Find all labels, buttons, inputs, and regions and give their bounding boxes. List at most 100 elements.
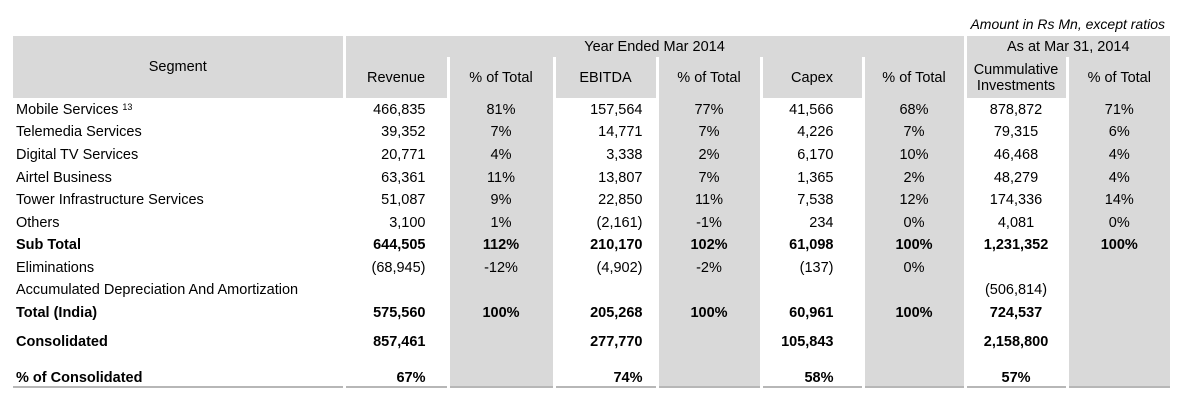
cell-revenue: 575,560 (342, 301, 448, 325)
cell-ebitda-pct (655, 358, 761, 388)
cell-segment: Accumulated Depreciation And Amortizatio… (13, 279, 344, 301)
cell-investments-pct: 0% (1065, 211, 1171, 234)
segment-label: Sub Total (16, 237, 81, 253)
cell-ebitda: (4,902) (552, 256, 657, 279)
cell-revenue-pct: 7% (446, 121, 554, 143)
header-investments: Cummulative Investments (963, 57, 1068, 98)
header-ebitda-pct: % of Total (655, 57, 761, 98)
cell-ebitda-pct: 77% (655, 98, 761, 121)
cell-investments-pct: 14% (1065, 189, 1171, 211)
cell-investments-pct (1065, 256, 1171, 279)
cell-capex: (137) (759, 256, 863, 279)
header-revenue-pct: % of Total (446, 57, 554, 98)
cell-segment: Digital TV Services (13, 143, 344, 166)
cell-investments-pct (1065, 325, 1171, 358)
cell-investments-pct: 6% (1065, 121, 1171, 143)
table-row: Eliminations (68,945) -12% (4,902) -2% (137) 0… (13, 256, 1171, 279)
cell-capex-pct: 2% (861, 166, 966, 189)
cell-investments-pct (1065, 358, 1171, 388)
cell-segment: Telemedia Services (13, 121, 344, 143)
footnote-marker: 13 (122, 101, 133, 112)
segment-label: Total (India) (16, 305, 98, 321)
header-year-ended: Year Ended Mar 2014 (342, 36, 966, 57)
cell-capex: 6,170 (759, 143, 863, 166)
cell-revenue: 3,100 (342, 211, 448, 234)
cell-capex-pct: 7% (861, 121, 966, 143)
table-row: Sub Total 644,505 112% 210,170 102% 61,098 100… (13, 234, 1171, 256)
header-segment: Segment (13, 36, 344, 98)
cell-investments-pct: 100% (1065, 234, 1171, 256)
cell-revenue-pct (446, 279, 554, 301)
table-row: Digital TV Services 20,771 4% 3,338 2% 6,170 1… (13, 143, 1171, 166)
cell-capex: 58% (759, 358, 863, 388)
segment-label: Digital TV Services (16, 146, 139, 163)
cell-segment: Sub Total (13, 234, 344, 256)
segment-label: Consolidated (16, 333, 108, 350)
cell-investments: 79,315 (963, 121, 1068, 143)
cell-capex: 61,098 (759, 234, 863, 256)
cell-ebitda: 157,564 (552, 98, 657, 121)
cell-revenue: 644,505 (342, 234, 448, 256)
cell-ebitda-pct: 7% (655, 121, 761, 143)
table-row: Accumulated Depreciation And Amortizatio… (13, 279, 1171, 301)
cell-ebitda: (2,161) (552, 211, 657, 234)
cell-investments: 878,872 (963, 98, 1068, 121)
cell-ebitda-pct: 102% (655, 234, 761, 256)
cell-capex-pct: 10% (861, 143, 966, 166)
cell-ebitda: 74% (552, 358, 657, 388)
cell-investments-pct: 4% (1065, 143, 1171, 166)
cell-capex (759, 279, 863, 301)
cell-segment: Consolidated (13, 325, 344, 358)
cell-revenue: 39,352 (342, 121, 448, 143)
cell-revenue: 20,771 (342, 143, 448, 166)
cell-revenue: 466,835 (342, 98, 448, 121)
table-row: Tower Infrastructure Services 51,087 9% 22,… (13, 189, 1171, 211)
cell-ebitda-pct (655, 325, 761, 358)
cell-investments: 724,537 (963, 301, 1068, 325)
cell-ebitda-pct (655, 279, 761, 301)
cell-ebitda-pct: 11% (655, 189, 761, 211)
cell-ebitda: 210,170 (552, 234, 657, 256)
cell-revenue: 857,461 (342, 325, 448, 358)
cell-investments: 48,279 (963, 166, 1068, 189)
cell-ebitda: 22,850 (552, 189, 657, 211)
cell-capex: 60,961 (759, 301, 863, 325)
segment-label: Telemedia Services (16, 124, 142, 140)
cell-revenue-pct: 112% (446, 234, 554, 256)
cell-revenue: 67% (342, 358, 448, 388)
table-row: Others 3,100 1% (2,161) -1% 234 0% 4,081 0% (13, 211, 1171, 234)
cell-segment: Airtel Business (13, 166, 344, 189)
cell-investments-pct (1065, 279, 1171, 301)
cell-capex: 7,538 (759, 189, 863, 211)
cell-investments: 46,468 (963, 143, 1068, 166)
segment-label: Mobile Services (16, 101, 119, 118)
cell-investments: 174,336 (963, 189, 1068, 211)
cell-segment: Eliminations (13, 256, 344, 279)
cell-revenue-pct: 11% (446, 166, 554, 189)
cell-ebitda: 13,807 (552, 166, 657, 189)
table-row: Consolidated 857,461 277,770 105,843 2,158,8… (13, 325, 1171, 358)
cell-segment: Mobile Services 13 (13, 98, 344, 121)
cell-revenue-pct: 1% (446, 211, 554, 234)
cell-capex: 234 (759, 211, 863, 234)
cell-ebitda-pct: 100% (655, 301, 761, 325)
segment-table: Segment Year Ended Mar 2014 As at Mar 31… (13, 36, 1171, 388)
header-ebitda: EBITDA (552, 57, 657, 98)
header-as-at: As at Mar 31, 2014 (963, 36, 1171, 57)
cell-revenue-pct: 9% (446, 189, 554, 211)
cell-revenue (342, 279, 448, 301)
cell-revenue-pct: 81% (446, 98, 554, 121)
cell-segment: % of Consolidated (13, 358, 344, 388)
cell-capex: 4,226 (759, 121, 863, 143)
header-capex-pct: % of Total (861, 57, 966, 98)
cell-capex: 1,365 (759, 166, 863, 189)
segment-label: Others (16, 214, 60, 231)
cell-segment: Tower Infrastructure Services (13, 189, 344, 211)
cell-ebitda-pct: 2% (655, 143, 761, 166)
cell-capex: 41,566 (759, 98, 863, 121)
cell-capex-pct: 12% (861, 189, 966, 211)
cell-investments: 57% (963, 358, 1068, 388)
cell-segment: Others (13, 211, 344, 234)
cell-ebitda: 14,771 (552, 121, 657, 143)
table-row: Telemedia Services 39,352 7% 14,771 7% 4,226 7… (13, 121, 1171, 143)
